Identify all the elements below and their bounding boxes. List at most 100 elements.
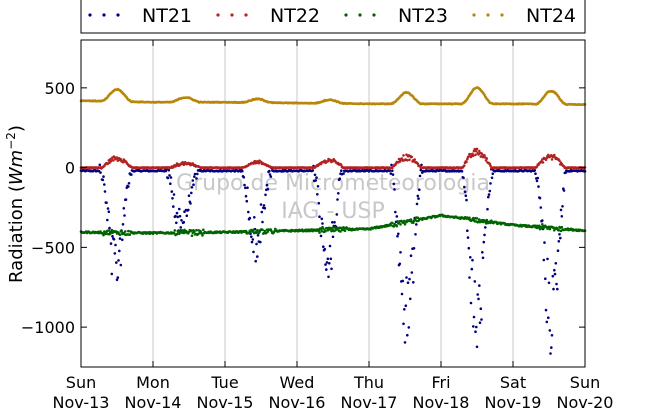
y-tick-label: −1000 xyxy=(21,318,75,337)
data-point xyxy=(472,149,476,153)
data-point xyxy=(463,185,466,189)
data-point xyxy=(172,193,176,196)
data-point xyxy=(166,176,170,180)
data-point xyxy=(388,169,392,172)
data-point xyxy=(541,161,545,164)
data-point xyxy=(187,194,191,197)
data-point xyxy=(261,220,264,224)
data-point xyxy=(537,185,540,188)
data-point xyxy=(193,172,197,176)
y-axis-label-exponent: −2 xyxy=(4,132,18,150)
data-point xyxy=(389,224,393,227)
data-point xyxy=(190,229,193,232)
data-point xyxy=(107,229,111,232)
data-point xyxy=(121,223,125,226)
x-tick-label-date: Nov-13 xyxy=(53,393,110,409)
data-point xyxy=(241,169,244,173)
data-point xyxy=(392,182,396,186)
legend-label: NT24 xyxy=(526,5,576,27)
data-point xyxy=(336,198,339,201)
series-nt21 xyxy=(79,163,587,355)
y-tick-label: −500 xyxy=(31,238,75,257)
data-point xyxy=(315,176,318,179)
data-point xyxy=(550,158,554,161)
data-point xyxy=(462,176,465,180)
data-point xyxy=(171,197,174,200)
data-point xyxy=(472,154,475,157)
data-point xyxy=(473,280,477,283)
data-point xyxy=(167,168,171,172)
data-point xyxy=(470,267,474,271)
data-point xyxy=(551,274,555,278)
data-point xyxy=(116,276,120,279)
x-tick-label-day: Tue xyxy=(210,373,238,392)
data-point xyxy=(268,173,272,176)
data-point xyxy=(325,268,328,271)
data-point xyxy=(558,233,561,236)
data-point xyxy=(320,217,324,221)
data-point xyxy=(557,240,561,243)
data-point xyxy=(244,194,248,198)
data-point xyxy=(255,229,259,232)
data-point xyxy=(329,257,333,261)
data-point xyxy=(114,243,117,247)
data-point xyxy=(485,218,489,222)
data-point xyxy=(539,206,543,209)
data-point xyxy=(555,282,558,286)
legend-label: NT23 xyxy=(398,5,448,27)
data-point xyxy=(557,229,561,232)
data-point xyxy=(391,221,394,225)
grid xyxy=(152,40,514,367)
data-point xyxy=(478,149,481,153)
data-point xyxy=(414,233,417,236)
legend-label: NT22 xyxy=(270,5,320,27)
data-point xyxy=(463,190,467,193)
data-point xyxy=(408,277,411,281)
data-point xyxy=(193,175,196,178)
y-axis-label: Radiation (Wm−2) xyxy=(4,125,27,283)
data-point xyxy=(475,149,478,153)
data-point xyxy=(201,234,204,237)
data-point xyxy=(242,176,246,179)
data-point xyxy=(323,247,327,251)
x-tick-label-day: Mon xyxy=(136,373,170,392)
data-point xyxy=(559,208,563,212)
data-point xyxy=(127,182,131,185)
data-point xyxy=(111,234,114,238)
data-point xyxy=(109,159,113,163)
data-point xyxy=(466,236,470,239)
data-point xyxy=(316,185,320,188)
legend-marker xyxy=(88,13,92,17)
data-point xyxy=(471,258,474,262)
data-point xyxy=(343,229,347,232)
data-point xyxy=(560,215,564,218)
data-point xyxy=(127,229,130,233)
data-point xyxy=(168,174,171,177)
data-point xyxy=(466,229,469,232)
data-point xyxy=(410,155,414,159)
data-point xyxy=(179,226,183,229)
data-point xyxy=(396,220,399,223)
data-point xyxy=(250,240,254,244)
data-point xyxy=(247,210,250,214)
data-point xyxy=(253,216,256,219)
data-point xyxy=(318,215,321,218)
data-point xyxy=(169,176,173,179)
x-tick-label-day: Sun xyxy=(570,373,600,392)
data-point xyxy=(322,227,325,230)
data-point xyxy=(121,238,124,242)
data-point xyxy=(339,230,342,233)
data-point xyxy=(487,193,491,196)
data-point xyxy=(173,229,177,232)
data-point xyxy=(488,189,492,193)
data-point xyxy=(478,321,482,325)
data-point xyxy=(547,281,551,285)
data-point xyxy=(327,275,330,279)
data-point xyxy=(337,192,340,195)
data-point xyxy=(468,276,471,279)
data-point xyxy=(547,153,550,157)
data-point xyxy=(330,267,333,271)
data-point xyxy=(482,240,486,244)
data-point xyxy=(391,166,394,170)
data-point xyxy=(485,157,489,160)
